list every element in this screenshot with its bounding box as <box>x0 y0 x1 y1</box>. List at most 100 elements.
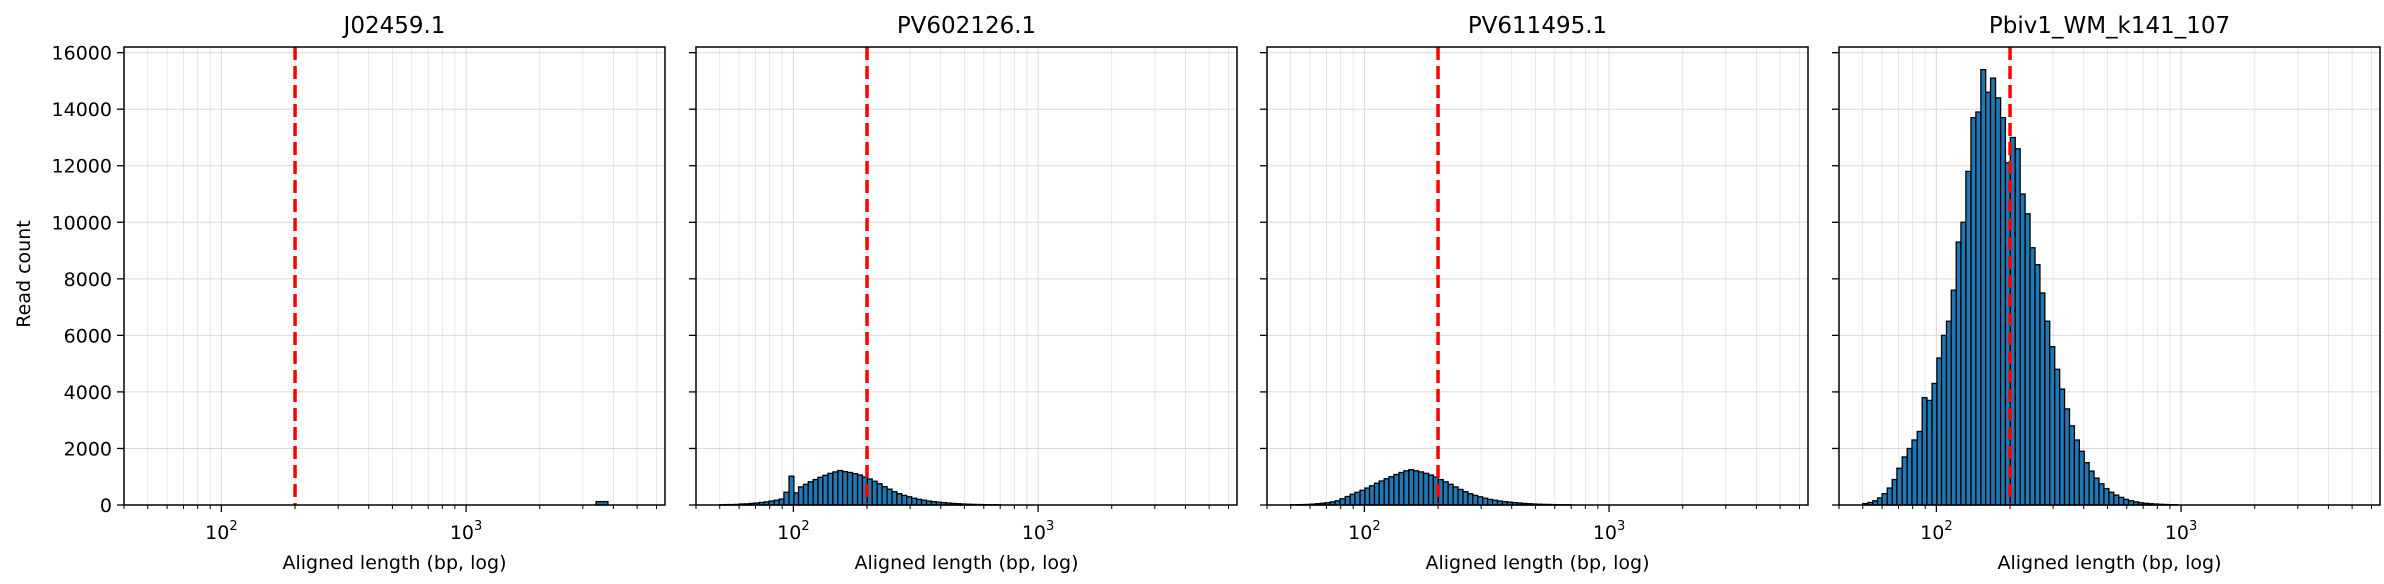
histogram-bar <box>1980 68 1987 506</box>
histogram-bar <box>1921 396 1928 506</box>
histogram-bar <box>1940 334 1948 506</box>
histogram-bar <box>911 497 918 506</box>
histogram-bar <box>1999 117 2007 506</box>
y-tick-label: 8000 <box>64 269 112 291</box>
gridlines <box>695 47 1237 506</box>
histogram-bar <box>1936 357 1943 506</box>
histogram-bar <box>1911 439 1918 506</box>
histogram-bar <box>2113 494 2120 506</box>
histogram-bar <box>1373 482 1380 506</box>
histogram-bar <box>1408 469 1415 506</box>
histogram-bar <box>1457 488 1464 506</box>
histogram-bar <box>1462 491 1469 506</box>
histogram-bars <box>1290 469 1572 506</box>
histogram-bar <box>2059 388 2066 506</box>
y-tick-label: 6000 <box>64 325 112 347</box>
histogram-bar <box>2108 491 2115 506</box>
histogram-bar <box>822 474 829 506</box>
x-axis-label: Aligned length (bp, log) <box>282 552 506 574</box>
histogram-bar <box>1452 486 1459 506</box>
histogram-bar <box>2083 461 2090 506</box>
y-tick-label: 0 <box>100 495 112 517</box>
y-tick-label: 2000 <box>64 438 112 460</box>
plot-frame <box>695 46 1238 506</box>
histogram-bar <box>901 494 908 506</box>
y-tick-label: 10000 <box>52 212 112 234</box>
histogram-bar <box>1975 111 1982 506</box>
panel-title: PV602126.1 <box>897 13 1036 39</box>
histogram-bar <box>891 491 898 506</box>
gridlines <box>1266 47 1808 506</box>
histogram-bar <box>2118 496 2125 506</box>
histogram-bar <box>1931 382 1938 506</box>
histogram-bar <box>2034 264 2041 506</box>
histogram-bar <box>832 471 839 506</box>
histogram-bar <box>783 491 790 506</box>
histogram-bar <box>1926 399 1933 506</box>
histogram-bar <box>1876 497 1883 506</box>
histogram-bar <box>1477 496 1484 506</box>
x-tick-label: 102 <box>1920 519 1952 544</box>
histogram-bar <box>2078 450 2085 506</box>
histogram-bar <box>2054 368 2061 506</box>
x-tick-label: 102 <box>205 519 237 544</box>
histogram-bar <box>881 485 888 506</box>
y-tick-label: 14000 <box>52 99 112 121</box>
histogram-bar <box>1442 481 1449 506</box>
histogram-bar <box>1482 497 1489 506</box>
histogram-bar <box>1970 117 1977 506</box>
histogram-bar <box>2093 477 2100 506</box>
histogram-bar <box>2068 425 2076 506</box>
panel-4: 102 103 Pbiv1_WM_k141_107 Aligned length (b… <box>1832 13 2381 574</box>
histogram-bar <box>1896 467 1903 506</box>
histogram-bar <box>1364 487 1371 506</box>
histogram-bar <box>1413 470 1420 506</box>
x-axis-label: Aligned length (bp, log) <box>854 552 1078 574</box>
histogram-bar <box>1422 472 1430 506</box>
histogram-bar <box>1354 491 1361 506</box>
histogram-bar <box>1906 447 1913 506</box>
plot-frame <box>1266 46 1809 506</box>
histogram-bar <box>788 475 795 506</box>
histogram-bar <box>1368 485 1376 506</box>
y-axis-label: Read count <box>13 220 35 327</box>
plot-frame <box>123 46 666 506</box>
panel-1: 102 103 0 2000 4000 6000 8000 10000 12000 14000 16… <box>52 13 666 574</box>
histogram-bar <box>856 474 864 506</box>
panel-title: J02459.1 <box>342 13 446 39</box>
histogram-bar <box>797 486 805 506</box>
x-axis: 102 103 <box>1266 505 1800 544</box>
panel-3: 102 103 PV611495.1 Aligned length (bp, log) <box>1260 13 1809 574</box>
histogram-bar <box>1955 241 1962 506</box>
histogram-bar <box>2098 483 2105 506</box>
histogram-bar <box>1881 493 1888 506</box>
histogram-bar <box>778 498 785 506</box>
histogram-bars <box>719 469 1001 506</box>
histogram-bar <box>2019 193 2026 506</box>
plot-frame <box>1838 46 2381 506</box>
histogram-bar <box>1359 489 1366 506</box>
histogram-bar <box>1467 493 1474 506</box>
histogram-bar <box>1965 170 1972 506</box>
histogram-bar <box>1950 289 1957 506</box>
histogram-bar <box>1916 430 1923 506</box>
histogram-bar <box>1447 483 1454 506</box>
histogram-bar <box>793 492 800 506</box>
histogram-bar <box>1378 480 1385 506</box>
histogram-bar <box>871 480 878 506</box>
histogram-bar <box>827 472 834 506</box>
histogram-bars <box>1862 68 2180 506</box>
histogram-bar <box>2029 247 2036 506</box>
x-tick-label: 102 <box>777 519 809 544</box>
histogram-bar <box>1383 478 1390 506</box>
histogram-bar <box>837 469 844 506</box>
histogram-bar <box>807 481 814 506</box>
histogram-bar <box>2088 470 2095 506</box>
histogram-bar <box>1398 471 1405 506</box>
histogram-bar <box>1472 494 1479 506</box>
histogram-bar <box>1960 221 1967 506</box>
y-axis <box>689 52 696 506</box>
histogram-bar <box>1403 470 1410 506</box>
histogram-bar <box>2044 320 2051 506</box>
